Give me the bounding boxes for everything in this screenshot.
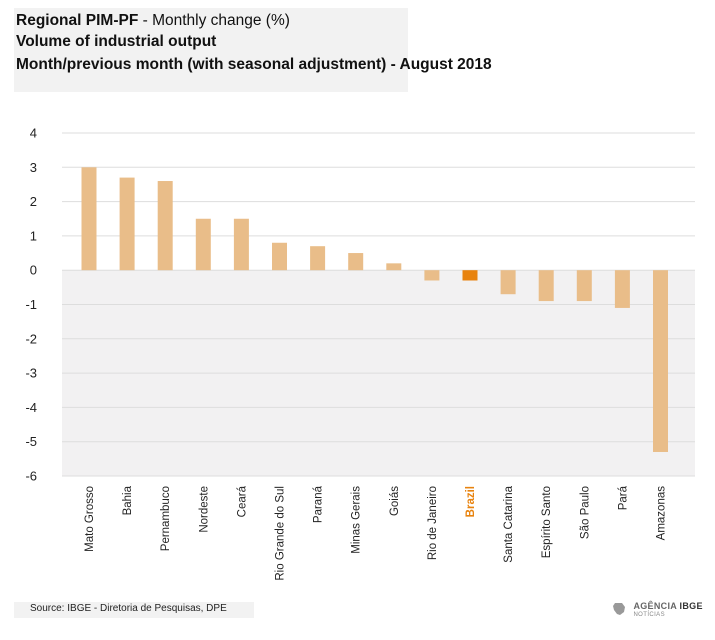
x-tick-label: Rio Grande do Sul [275,486,287,581]
bars [81,167,668,452]
bar-rio-grande-do-sul [272,242,287,271]
x-tick-label: Bahia [122,485,134,515]
chart-title-bold: Regional PIM-PF [16,12,139,29]
y-tick-label: 4 [30,126,37,141]
bar-pernambuco [157,181,173,271]
brazil-map-icon [613,603,625,615]
bar-par- [614,270,630,308]
chart-subtitle-period: Month/previous month (with seasonal adju… [16,56,492,73]
logo-ibge: IBGE [679,601,703,611]
x-tick-label: Santa Catarina [503,485,515,562]
x-tick-label: Mato Grosso [84,486,96,552]
x-tick-label: Pará [617,485,629,510]
chart-subtitle: Volume of industrial output [16,33,217,50]
y-tick-label: 0 [30,263,37,278]
x-tick-label: Paraná [313,485,325,523]
bar-nordeste [195,218,211,271]
bar-rio-de-janeiro [424,270,440,281]
x-tick-label: São Paulo [579,486,591,539]
x-tick-label: Ceará [236,485,248,517]
y-tick-label: 2 [30,194,37,209]
bar-amazonas [653,270,668,452]
source-note: Source: IBGE - Diretoria de Pesquisas, D… [30,603,227,614]
y-tick-label: -3 [25,366,37,381]
bar-paran- [310,246,326,271]
x-tick-label: Rio de Janeiro [427,486,439,560]
bar-cear- [233,218,249,271]
y-tick-label: -2 [25,331,37,346]
bar-esp-rito-santo [538,270,554,302]
y-tick-label: -6 [25,469,37,484]
logo-agencia: AGÊNCIA [633,601,677,611]
bar-s-o-paulo [576,270,592,302]
chart-title: Regional PIM-PF - Monthly change (%) [16,12,290,30]
y-tick-label: 3 [30,160,37,175]
y-tick-label: -4 [25,400,37,415]
bar-mato-grosso [81,167,97,271]
x-tick-label: Goiás [389,486,401,516]
y-tick-label: -1 [25,297,37,312]
x-tick-label: Minas Gerais [351,486,363,554]
y-axis: 4 3 2 1 0 -1 -2 -3 -4 -5 -6 [25,126,37,484]
bar-minas-gerais [348,253,364,271]
title-panel [14,8,408,92]
bar-brazil [462,270,478,281]
x-tick-label: Espírito Santo [541,486,553,558]
chart-title-rest: - Monthly change (%) [138,12,290,29]
y-tick-label: -5 [25,434,37,449]
x-tick-label: Pernambuco [160,486,172,551]
y-tick-label: 1 [30,228,37,243]
bar-chart: 4 3 2 1 0 -1 -2 -3 -4 -5 -6 Mato Grosso Bahia Pernam… [25,126,695,581]
bar-goi-s [386,263,402,271]
bar-bahia [119,177,135,271]
x-axis: Mato Grosso Bahia Pernambuco Nordeste Ceará R… [84,485,668,580]
bar-santa-catarina [500,270,516,295]
source-panel [14,602,254,618]
logo-noticias: NOTÍCIAS [633,612,665,618]
x-tick-label: Brazil [465,486,477,517]
agencia-ibge-logo: AGÊNCIA IBGE NOTÍCIAS [612,602,703,620]
x-tick-label: Nordeste [198,486,210,533]
x-tick-label: Amazonas [656,486,668,541]
